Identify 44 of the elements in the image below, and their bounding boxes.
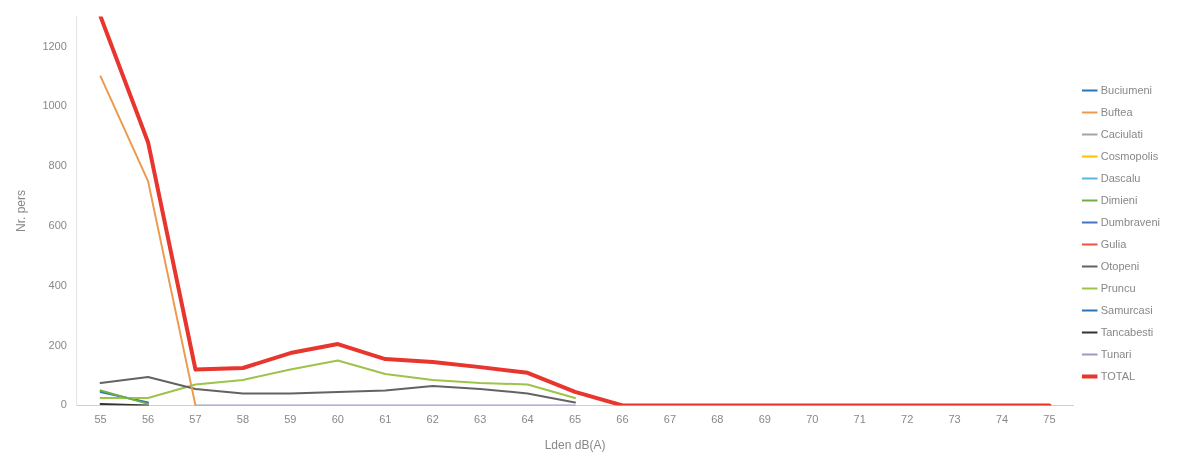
legend-label: Pruncu	[1100, 281, 1136, 294]
legend-label: Samurcasi	[1100, 303, 1153, 316]
y-tick-label: 1000	[42, 99, 67, 112]
legend-label: Gulia	[1100, 237, 1128, 250]
x-tick-label: 71	[853, 413, 866, 426]
legend-label: Tunari	[1100, 347, 1132, 360]
legend-label: Dumbraveni	[1100, 215, 1161, 228]
x-tick-label: 55	[94, 413, 107, 426]
legend-label: Otopeni	[1100, 259, 1140, 272]
x-tick-label: 57	[189, 413, 202, 426]
legend-label: Dascalu	[1100, 171, 1141, 184]
y-tick-label: 1200	[42, 39, 67, 52]
legend-label: Tancabesti	[1100, 325, 1154, 338]
y-tick-label: 800	[48, 159, 67, 172]
y-tick-label: 400	[48, 278, 67, 291]
legend-label: Dimieni	[1100, 193, 1138, 206]
x-tick-label: 58	[236, 413, 250, 426]
y-tick-label: 200	[48, 338, 67, 351]
legend-label: Buftea	[1100, 105, 1134, 118]
x-tick-label: 68	[711, 413, 724, 426]
x-tick-label: 72	[901, 413, 914, 426]
x-tick-label: 62	[426, 413, 439, 426]
x-tick-label: 56	[141, 413, 155, 426]
legend-label: Cosmopolis	[1100, 149, 1159, 162]
x-axis-title: Lden dB(A)	[544, 438, 606, 453]
y-tick-label: 600	[48, 218, 67, 231]
x-tick-label: 64	[521, 413, 534, 426]
x-tick-label: 75	[1043, 413, 1056, 426]
x-tick-label: 63	[474, 413, 487, 426]
y-tick-label: 0	[60, 398, 67, 411]
x-tick-label: 60	[331, 413, 344, 426]
x-tick-label: 65	[568, 413, 582, 426]
x-tick-label: 67	[663, 413, 677, 426]
x-tick-label: 69	[758, 413, 771, 426]
x-tick-label: 73	[948, 413, 961, 426]
x-tick-label: 59	[284, 413, 297, 426]
legend-label: Buciumeni	[1100, 83, 1153, 96]
x-tick-label: 61	[379, 413, 392, 426]
x-tick-label: 74	[995, 413, 1009, 426]
x-tick-label: 70	[806, 413, 819, 426]
x-tick-label: 66	[616, 413, 629, 426]
legend-label: Caciulati	[1100, 127, 1143, 140]
y-axis-title: Nr. pers	[13, 189, 28, 233]
legend-label: TOTAL	[1100, 369, 1136, 382]
